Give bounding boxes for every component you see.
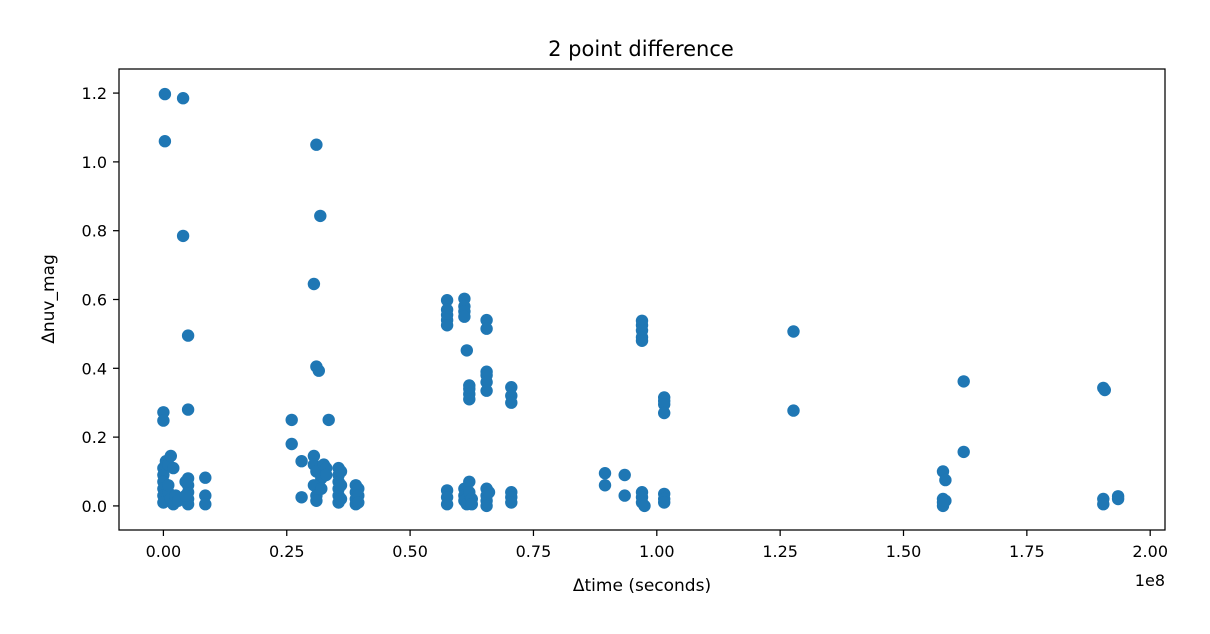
- data-point: [482, 486, 496, 499]
- data-point: [310, 138, 323, 151]
- x-tick-label: 2.00: [1132, 542, 1168, 561]
- data-point: [787, 325, 800, 338]
- data-point: [295, 455, 308, 468]
- y-tick-label: 0.6: [82, 291, 107, 310]
- data-point: [181, 329, 195, 342]
- data-point: [598, 467, 612, 480]
- data-point: [322, 413, 335, 427]
- data-point: [167, 461, 180, 475]
- x-tick-label: 1.00: [639, 542, 675, 561]
- data-point: [199, 471, 212, 484]
- data-point: [638, 499, 651, 513]
- data-point: [598, 479, 612, 492]
- y-tick-label: 0.4: [82, 359, 107, 378]
- data-point: [957, 375, 970, 388]
- data-point: [939, 494, 952, 507]
- x-axis-label: Δtime (seconds): [573, 576, 711, 596]
- data-point: [334, 479, 348, 492]
- data-point: [334, 465, 348, 478]
- data-point: [179, 475, 192, 488]
- data-point: [505, 381, 518, 394]
- x-tick-label: 0.75: [516, 542, 552, 561]
- data-point: [179, 489, 192, 502]
- chart-title: 2 point difference: [548, 37, 734, 61]
- data-point: [181, 403, 195, 416]
- data-point: [162, 479, 175, 492]
- y-tick-label: 0.0: [82, 497, 107, 516]
- data-point: [658, 398, 671, 411]
- data-point: [505, 396, 518, 409]
- data-point: [1098, 383, 1112, 397]
- data-point: [458, 310, 471, 323]
- data-point: [320, 468, 333, 482]
- data-point: [352, 496, 365, 509]
- data-point: [463, 393, 476, 406]
- data-point: [158, 87, 172, 101]
- data-point: [1111, 492, 1125, 506]
- y-tick-label: 0.8: [82, 222, 107, 241]
- x-tick-label: 1.75: [1009, 542, 1045, 561]
- data-point: [199, 489, 212, 502]
- data-point: [480, 313, 493, 327]
- data-point: [176, 229, 190, 243]
- data-point: [440, 294, 454, 307]
- data-point: [314, 209, 327, 223]
- data-point: [1097, 498, 1110, 511]
- y-tick-label: 0.2: [82, 428, 107, 447]
- data-point: [440, 319, 454, 332]
- data-point: [939, 473, 952, 487]
- data-point: [307, 277, 321, 291]
- data-point: [480, 384, 493, 397]
- data-point: [315, 482, 328, 495]
- data-point: [334, 492, 348, 506]
- data-point: [285, 413, 298, 427]
- x-tick-label: 1.25: [762, 542, 798, 561]
- y-axis-ticks: 0.0 0.2 0.4 0.6 0.8 1.0 1.2: [82, 84, 119, 516]
- x-axis-offset-label: 1e8: [1135, 571, 1165, 590]
- data-point: [658, 496, 671, 509]
- x-tick-label: 0.50: [392, 542, 428, 561]
- x-tick-label: 1.50: [886, 542, 922, 561]
- data-point: [787, 404, 800, 417]
- y-axis-label: Δnuv_mag: [39, 254, 59, 344]
- x-tick-label: 0.25: [269, 542, 305, 561]
- data-point: [658, 406, 671, 420]
- data-point: [312, 364, 325, 377]
- data-point: [618, 489, 631, 502]
- y-tick-label: 1.0: [82, 153, 107, 172]
- data-point: [465, 498, 478, 511]
- data-points: [157, 87, 1125, 513]
- y-tick-label: 1.2: [82, 84, 107, 103]
- data-point: [176, 92, 190, 105]
- data-point: [463, 475, 476, 488]
- x-tick-label: 0.00: [146, 542, 182, 561]
- data-point: [480, 375, 493, 389]
- data-point: [158, 135, 172, 148]
- data-point: [480, 499, 493, 513]
- data-point: [957, 445, 970, 459]
- data-point: [505, 496, 518, 509]
- data-point: [440, 498, 454, 511]
- plot-frame: [118, 68, 1166, 531]
- data-point: [285, 437, 298, 451]
- data-point: [164, 449, 177, 463]
- data-point: [635, 334, 649, 347]
- data-point: [480, 322, 493, 335]
- data-point: [157, 414, 170, 427]
- data-point: [460, 344, 473, 357]
- x-axis-ticks: 0.00 0.25 0.50 0.75 1.00 1.25 1.50 1.75 2.00: [146, 530, 1168, 561]
- data-point: [307, 449, 321, 463]
- data-point: [310, 494, 323, 507]
- data-point: [295, 491, 308, 504]
- data-point: [618, 468, 631, 482]
- data-point: [199, 498, 212, 511]
